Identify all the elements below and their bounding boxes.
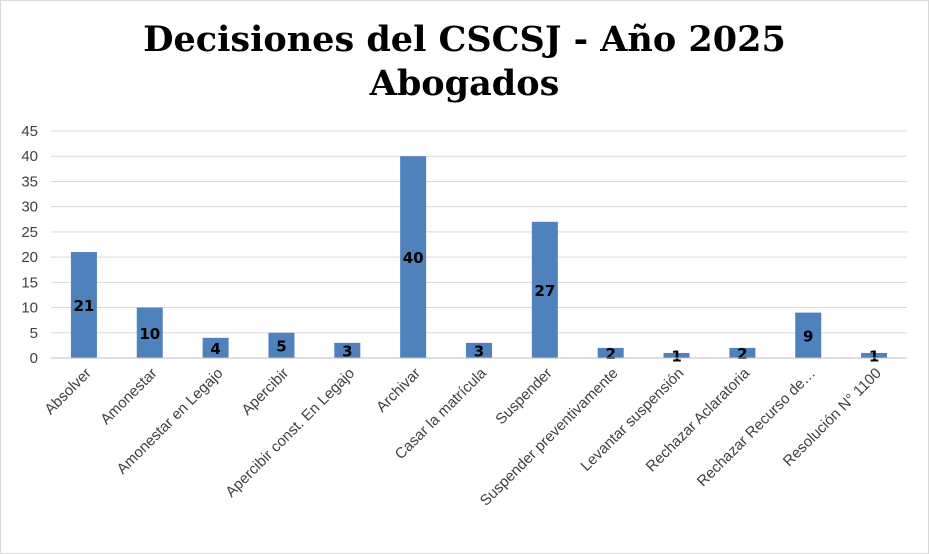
y-tick-label: 10	[21, 300, 38, 317]
data-label: 3	[342, 342, 352, 360]
y-tick-label: 25	[21, 224, 38, 241]
data-label: 5	[276, 337, 286, 355]
bar	[861, 352, 888, 358]
bar	[400, 156, 427, 358]
bar	[70, 252, 97, 358]
x-tick-label: Amonestar	[97, 365, 160, 428]
y-tick-label: 45	[21, 123, 38, 140]
y-tick-label: 40	[21, 148, 38, 165]
data-label: 27	[534, 282, 555, 300]
y-tick-label: 35	[21, 173, 38, 190]
data-label: 40	[403, 249, 424, 267]
bar	[597, 347, 624, 358]
data-label: 2	[605, 345, 615, 363]
bar	[136, 307, 163, 358]
data-label: 2	[737, 345, 747, 363]
bar	[466, 342, 492, 358]
x-tick-label: Absolver	[41, 365, 94, 418]
data-label: 1	[671, 347, 681, 365]
chart-title: Decisiones del CSCSJ - Año 2025 Abogados	[0, 18, 929, 106]
y-tick-label: 15	[21, 274, 38, 291]
chart-title-line1: Decisiones del CSCSJ - Año 2025	[143, 19, 786, 60]
bar	[795, 312, 822, 358]
bar	[202, 337, 229, 358]
bar	[663, 352, 690, 358]
y-tick-label: 5	[30, 325, 38, 342]
chart-title-line2: Abogados	[369, 63, 560, 104]
data-label: 9	[803, 327, 813, 345]
data-label: 1	[869, 347, 879, 365]
data-label: 21	[73, 297, 94, 315]
bar	[729, 347, 756, 358]
data-label: 10	[139, 325, 160, 343]
bar	[531, 221, 558, 358]
data-label: 4	[210, 340, 220, 358]
data-label: 3	[474, 342, 484, 360]
x-tick-label: Apercibir const. En Legajo	[222, 365, 358, 501]
x-tick-label: Archivar	[373, 365, 424, 416]
y-tick-label: 0	[30, 350, 38, 367]
bar	[268, 332, 295, 358]
x-tick-label: Apercibir	[238, 365, 292, 419]
bar	[334, 342, 361, 358]
x-tick-label: Suspender	[492, 365, 555, 428]
bars	[70, 156, 888, 358]
y-axis: 0 5 10 15 20 25 30 35 40 45	[21, 123, 38, 367]
y-tick-label: 20	[21, 249, 38, 266]
x-tick-label: Rechazar Recurso de…	[694, 365, 819, 490]
y-tick-label: 30	[21, 199, 38, 216]
x-tick-label: Suspender preventivamente	[477, 365, 622, 510]
gridlines	[51, 130, 907, 359]
